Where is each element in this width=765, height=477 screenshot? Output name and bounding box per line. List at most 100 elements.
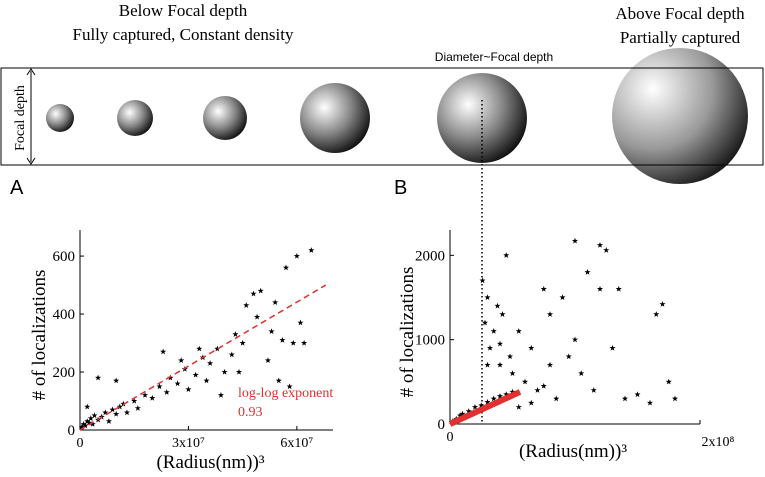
y-axis-label: # of localizations [29, 270, 50, 401]
x-axis-label: (Radius(nm))³ [519, 441, 627, 462]
x-tick-label: 0 [77, 436, 84, 451]
point [659, 301, 666, 307]
point [221, 368, 228, 375]
point [84, 418, 91, 424]
point [578, 370, 585, 376]
point [615, 285, 622, 292]
point [308, 247, 315, 253]
point [272, 299, 279, 306]
point [123, 409, 131, 416]
annotation: log-log exponent [238, 386, 333, 401]
point [293, 252, 300, 259]
point [559, 294, 566, 301]
point [85, 419, 93, 426]
point [509, 388, 516, 395]
point [142, 392, 149, 398]
point [540, 285, 547, 292]
point [116, 403, 123, 410]
point [290, 339, 297, 346]
fit-line [79, 284, 327, 431]
point [528, 344, 535, 351]
y-tick-label: 0 [438, 417, 446, 433]
point [484, 398, 491, 405]
diagram-title: Below Focal depth [119, 1, 248, 20]
point [297, 319, 304, 326]
point [89, 421, 96, 427]
point [279, 336, 286, 343]
y-tick-label: 0 [68, 423, 76, 439]
point [192, 371, 199, 378]
x-tick-label: 0 [447, 430, 454, 445]
point [665, 378, 672, 385]
point [484, 361, 491, 368]
point [553, 395, 560, 402]
y-axis-label: # of localizations [397, 267, 418, 398]
diagram-title: Above Focal depth [615, 4, 745, 23]
point [203, 377, 210, 384]
diagram-subtitle: Partially captured [620, 28, 741, 47]
point [540, 382, 547, 389]
point [254, 313, 261, 320]
point [534, 387, 541, 393]
point [301, 339, 308, 346]
point [571, 336, 579, 343]
point [653, 311, 660, 317]
point [228, 351, 235, 358]
point [509, 370, 516, 376]
point [471, 403, 479, 410]
point [465, 408, 472, 414]
point [282, 264, 290, 271]
sphere [612, 48, 748, 184]
point [78, 423, 85, 430]
point [503, 252, 510, 258]
point [584, 268, 591, 275]
point [484, 294, 491, 301]
point [105, 418, 112, 424]
point [481, 319, 489, 326]
sphere [300, 83, 370, 153]
point [95, 374, 102, 381]
point [257, 287, 264, 294]
point [499, 311, 506, 317]
depth-arrowheads [26, 68, 36, 165]
depth-label: Focal depth [13, 85, 28, 151]
point [250, 290, 257, 297]
point [149, 394, 156, 401]
point [515, 403, 522, 410]
point [506, 353, 514, 360]
point [160, 348, 167, 355]
sphere [437, 73, 527, 163]
point [178, 357, 185, 364]
point [134, 405, 141, 411]
point [87, 415, 94, 421]
point [113, 410, 120, 417]
point [239, 339, 246, 346]
point [496, 340, 504, 347]
point [496, 361, 504, 368]
point [486, 344, 494, 351]
point [528, 399, 535, 406]
point [84, 403, 91, 410]
point [646, 399, 654, 406]
point [232, 331, 239, 337]
point [456, 412, 464, 419]
point [264, 357, 271, 364]
point [490, 395, 497, 402]
panel-label: B [394, 177, 407, 199]
point [235, 368, 243, 375]
point [156, 383, 163, 390]
point [546, 361, 554, 368]
point [621, 395, 629, 402]
sphere [46, 104, 74, 132]
point [596, 285, 604, 292]
point [603, 247, 610, 253]
x-tick-label: 6x10⁷ [280, 436, 313, 451]
point [268, 328, 275, 335]
y-tick-label: 1000 [415, 333, 445, 349]
y-tick-label: 2000 [415, 248, 445, 264]
point [131, 397, 138, 404]
y-tick-label: 600 [53, 249, 76, 265]
sphere [117, 100, 153, 136]
diagram-label: Diameter~Focal depth [435, 50, 553, 64]
